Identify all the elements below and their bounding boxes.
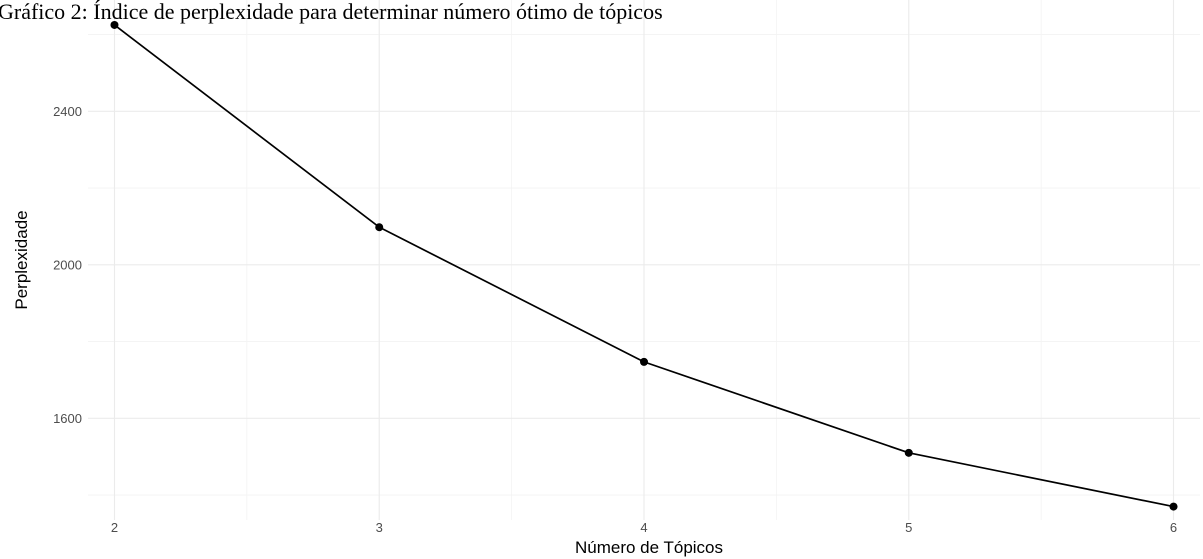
y-tick-label: 2000 (53, 257, 82, 272)
x-tick-label: 6 (1170, 520, 1177, 535)
data-point (905, 449, 913, 457)
x-tick-label: 3 (376, 520, 383, 535)
data-point (375, 223, 383, 231)
x-tick-label: 2 (111, 520, 118, 535)
major-gridlines (88, 0, 1200, 520)
y-tick-labels: 1600 2000 2400 (53, 104, 82, 426)
y-tick-label: 2400 (53, 104, 82, 119)
x-axis-label: Número de Tópicos (575, 538, 723, 557)
data-point (1170, 503, 1178, 511)
x-tick-label: 4 (640, 520, 647, 535)
data-point (640, 358, 648, 366)
chart-title: Gráfico 2: Índice de perplexidade para d… (0, 0, 663, 24)
y-tick-label: 1600 (53, 411, 82, 426)
x-tick-label: 5 (905, 520, 912, 535)
y-axis-label: Perplexidade (12, 210, 31, 309)
x-tick-labels: 2 3 4 5 6 (111, 520, 1177, 535)
